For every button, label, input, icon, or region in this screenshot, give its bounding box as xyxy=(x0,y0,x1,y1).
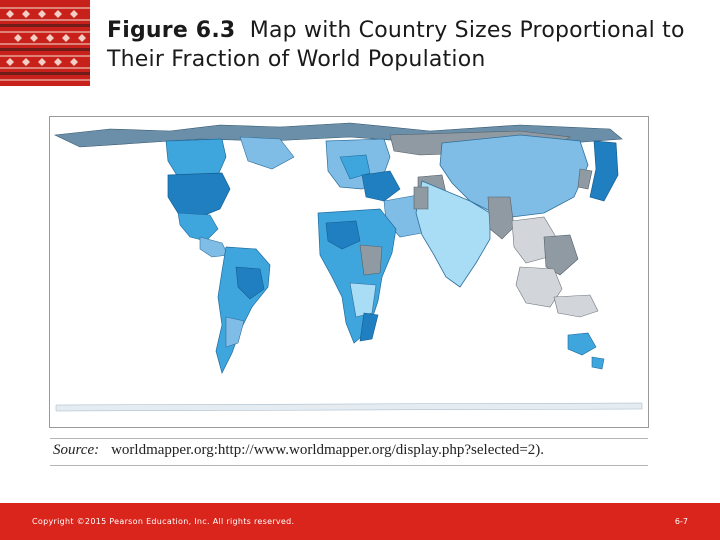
figure-title-text: Map with Country Sizes Proportional to T… xyxy=(107,18,685,72)
figure-label: Figure 6.3 xyxy=(107,18,236,43)
source-text: worldmapper.org:http://www.worldmapper.o… xyxy=(111,442,545,458)
source-divider-bottom xyxy=(50,465,648,466)
source-divider-top xyxy=(50,438,648,439)
world-cartogram-map-icon xyxy=(53,122,643,412)
decorative-logo-icon xyxy=(0,0,90,86)
page-number: 6-7 xyxy=(674,517,688,526)
source-label: Source: xyxy=(53,442,100,458)
copyright-text: Copyright ©2015 Pearson Education, Inc. … xyxy=(32,517,295,526)
footer-bar: Copyright ©2015 Pearson Education, Inc. … xyxy=(0,503,720,540)
slide-title: Figure 6.3 Map with Country Sizes Propor… xyxy=(107,16,707,74)
source-citation: Source: worldmapper.org:http://www.worldm… xyxy=(53,442,649,459)
cartogram-figure xyxy=(49,116,649,428)
